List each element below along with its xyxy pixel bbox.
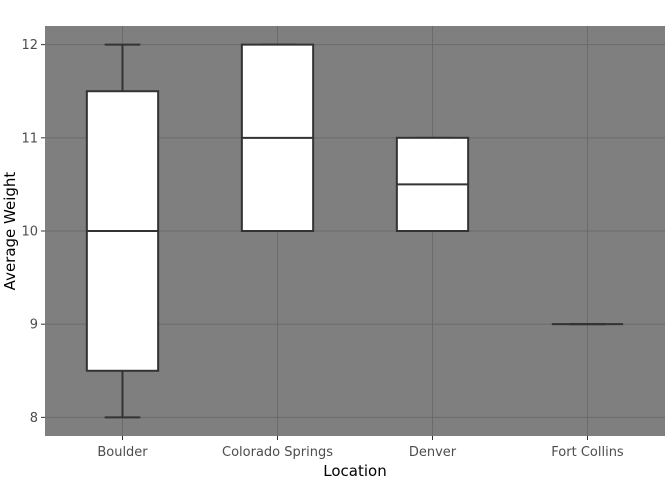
- y-axis-title: Average Weight: [1, 172, 19, 291]
- y-tick-label: 10: [21, 225, 38, 240]
- box-colorado-springs: [240, 43, 315, 232]
- x-axis-title: Location: [323, 462, 386, 480]
- box-denver: [395, 136, 470, 232]
- y-tick-label: 12: [21, 38, 38, 53]
- x-tick-label: Colorado Springs: [222, 445, 333, 460]
- x-tick-label: Denver: [409, 445, 457, 460]
- x-axis: Boulder Colorado Springs Denver Fort Collin…: [97, 436, 624, 460]
- box-boulder: [85, 43, 160, 419]
- y-tick-label: 9: [30, 318, 38, 333]
- x-tick-label: Boulder: [97, 445, 148, 460]
- y-tick-label: 11: [21, 131, 38, 146]
- y-axis: 8 9 10 11 12: [21, 38, 45, 426]
- box-series: [85, 43, 624, 419]
- y-tick-label: 8: [30, 411, 38, 426]
- x-tick-label: Fort Collins: [551, 445, 624, 460]
